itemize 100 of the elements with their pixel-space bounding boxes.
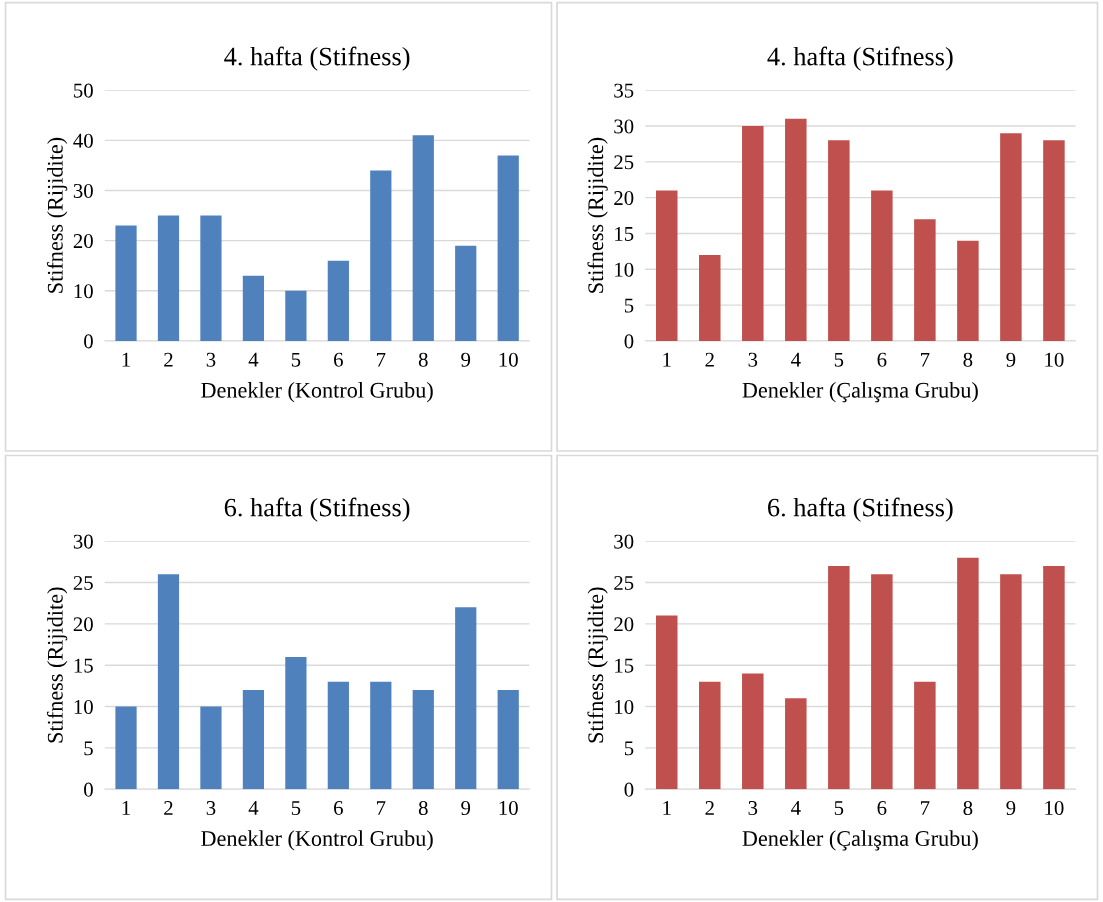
bar [957, 240, 979, 341]
bar [497, 155, 519, 341]
y-tick-label: 25 [614, 575, 634, 590]
bar [157, 574, 180, 790]
y-axis-title: Stifness (Rijidite) [46, 137, 68, 293]
bar [285, 656, 307, 790]
y-tick-label: 35 [614, 83, 634, 98]
bar [497, 690, 519, 790]
bar [327, 681, 349, 790]
y-tick-label: 30 [73, 534, 93, 549]
y-tick-label: 25 [614, 155, 634, 170]
bar [370, 170, 392, 341]
y-tick-label: 20 [73, 617, 93, 632]
x-tick-label: 5 [291, 352, 301, 367]
bar [742, 673, 764, 790]
x-tick-label: 3 [748, 352, 758, 367]
y-tick-label: 15 [615, 226, 634, 241]
y-tick-label: 0 [84, 334, 93, 349]
bar [455, 245, 477, 341]
y-tick-label: 25 [73, 575, 93, 590]
bar [699, 254, 721, 341]
x-tick-label: 3 [748, 801, 758, 816]
y-tick-label: 5 [624, 298, 634, 313]
x-tick-label: 4 [791, 352, 801, 367]
x-axis-title: Denekler (Çalışma Grubu) [742, 382, 978, 403]
bar [327, 260, 349, 341]
x-tick-label: 4 [248, 352, 259, 367]
x-tick-label: 1 [663, 352, 671, 367]
bar [785, 698, 807, 790]
y-tick-label: 20 [614, 617, 634, 632]
y-tick-label: 20 [73, 234, 93, 249]
y-tick-label: 40 [73, 133, 93, 148]
bar [412, 690, 434, 790]
y-tick-label: 30 [614, 534, 634, 549]
bar [914, 681, 936, 790]
chart-title: 6. hafta (Stifness) [224, 497, 410, 522]
bar [699, 681, 721, 790]
y-tick-label: 10 [615, 262, 634, 277]
y-tick-label: 10 [615, 699, 634, 714]
y-tick-label: 0 [624, 334, 634, 349]
bar [115, 706, 137, 790]
x-tick-label: 4 [248, 801, 259, 815]
x-tick-label: 6 [877, 801, 887, 816]
bar [656, 615, 678, 790]
y-axis-title: Stifness (Rijidite) [587, 137, 608, 293]
bar [871, 190, 893, 341]
x-tick-label: 10 [1045, 800, 1064, 816]
bar [455, 607, 477, 790]
y-tick-label: 5 [84, 741, 93, 756]
y-tick-label: 30 [614, 119, 634, 134]
x-axis-title: Denekler (Çalışma Grubu) [742, 830, 978, 851]
bar [1000, 133, 1022, 341]
x-tick-label: 9 [461, 352, 471, 367]
y-tick-label: 15 [615, 658, 634, 673]
x-tick-label: 1 [122, 352, 130, 367]
x-tick-label: 7 [376, 352, 386, 367]
bar [656, 190, 678, 341]
chart-title: 4. hafta (Stifness) [224, 46, 410, 71]
bar [1043, 140, 1065, 341]
x-tick-label: 2 [705, 801, 714, 815]
x-tick-label: 7 [921, 352, 930, 367]
x-tick-label: 7 [376, 801, 386, 815]
y-tick-label: 5 [624, 741, 634, 756]
bar [914, 219, 936, 341]
x-tick-label: 5 [834, 801, 844, 816]
bar [115, 225, 137, 341]
y-tick-label: 10 [74, 284, 93, 299]
x-axis-title: Denekler (Kontrol Grubu) [201, 830, 433, 851]
bar [242, 275, 265, 341]
bar [785, 118, 807, 341]
bar [370, 681, 392, 790]
y-tick-label: 0 [84, 782, 93, 797]
x-tick-label: 5 [291, 801, 301, 816]
y-tick-label: 20 [614, 191, 634, 206]
x-tick-label: 9 [1006, 352, 1016, 367]
x-tick-label: 6 [877, 352, 887, 367]
bar [1000, 574, 1022, 790]
x-tick-label: 2 [164, 352, 173, 367]
chart-title: 4. hafta (Stifness) [767, 46, 953, 71]
x-tick-label: 6 [334, 801, 343, 816]
x-tick-label: 8 [963, 352, 973, 367]
x-tick-label: 8 [418, 352, 428, 367]
x-tick-label: 6 [334, 352, 343, 367]
x-tick-label: 10 [1045, 352, 1064, 367]
x-tick-label: 9 [461, 801, 471, 816]
x-tick-label: 3 [206, 801, 216, 816]
x-tick-label: 8 [418, 800, 428, 816]
y-tick-label: 10 [74, 699, 93, 714]
x-tick-label: 10 [499, 800, 518, 816]
bar [828, 566, 850, 790]
y-axis-title: Stifness (Rijidite) [46, 587, 68, 743]
bar [200, 706, 222, 790]
y-tick-label: 50 [74, 83, 93, 98]
bar [200, 215, 222, 341]
y-tick-label: 0 [624, 782, 634, 797]
bar [742, 126, 764, 341]
x-tick-label: 2 [164, 801, 173, 815]
x-tick-label: 7 [921, 801, 930, 815]
bar [242, 690, 265, 790]
y-axis-title: Stifness (Rijidite) [587, 587, 608, 743]
